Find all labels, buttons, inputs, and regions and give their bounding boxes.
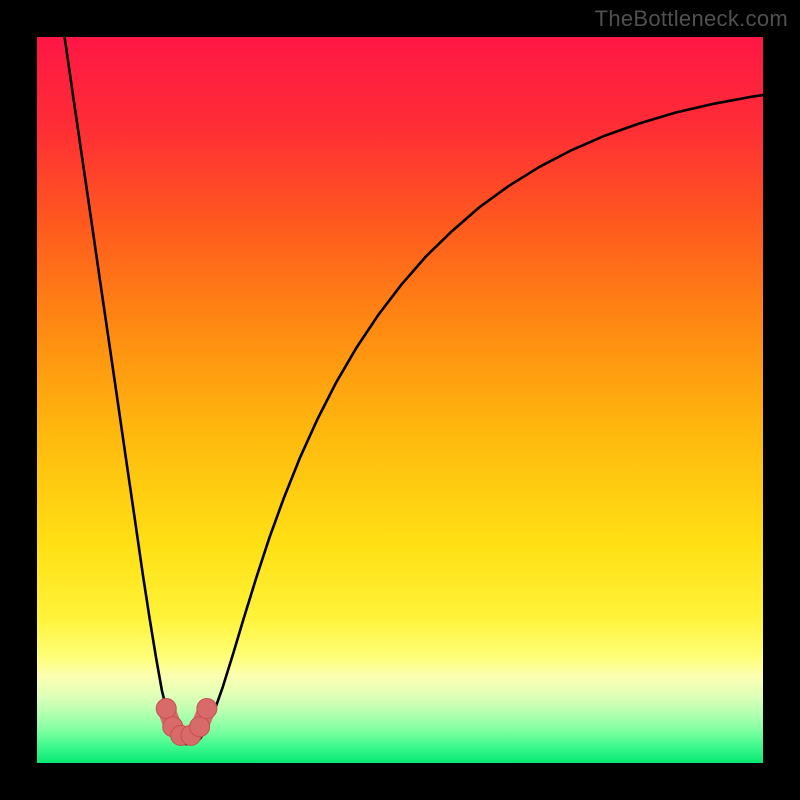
- attribution-text: TheBottleneck.com: [595, 6, 788, 32]
- figure-canvas: TheBottleneck.com: [0, 0, 800, 800]
- plot-area: [37, 37, 763, 763]
